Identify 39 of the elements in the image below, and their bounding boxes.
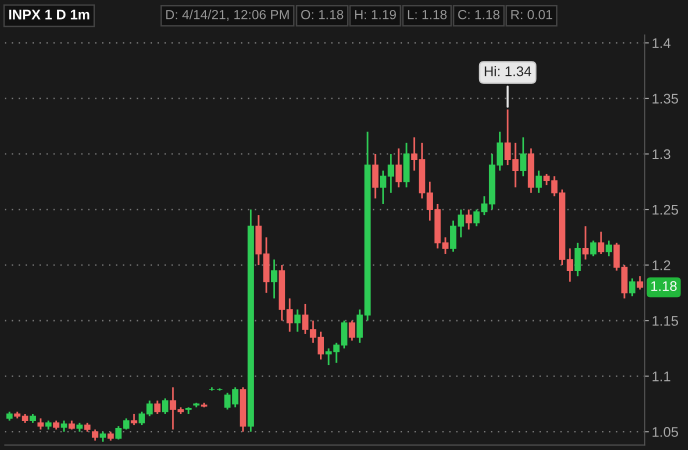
candlestick bbox=[629, 278, 636, 298]
candlestick bbox=[37, 418, 44, 430]
annotation: Hi: 1.34 bbox=[484, 66, 532, 76]
text: L: 1.18 bbox=[408, 10, 447, 20]
candlestick bbox=[520, 136, 526, 178]
candlestick bbox=[270, 258, 278, 300]
y-tick-label: 1.15 bbox=[652, 316, 678, 326]
y-tick-label: 1.4 bbox=[652, 38, 670, 48]
candlestick bbox=[130, 413, 138, 426]
candlestick bbox=[162, 398, 168, 415]
candlestick bbox=[92, 428, 98, 442]
text: H: 1.19 bbox=[355, 10, 396, 20]
candlestick bbox=[590, 240, 596, 258]
y-tick-label: 1.1 bbox=[652, 372, 670, 382]
y-tick-label: 1.05 bbox=[652, 427, 678, 437]
candlestick bbox=[636, 275, 644, 290]
text: D: 4/14/21, 12:06 PM bbox=[166, 10, 289, 21]
candlestick bbox=[348, 320, 356, 342]
text: C: 1.18 bbox=[458, 10, 500, 20]
candlestick bbox=[466, 208, 472, 230]
y-tick-label: 1.2 bbox=[652, 260, 670, 270]
candlestick bbox=[582, 225, 589, 260]
candlestick bbox=[372, 153, 378, 200]
candlestick bbox=[100, 430, 106, 443]
annotation: 1.18 bbox=[651, 281, 677, 292]
candlestick bbox=[154, 400, 161, 415]
text: R: 0.01 bbox=[511, 10, 552, 20]
candlestick bbox=[574, 242, 581, 278]
y-tick-label: 1.35 bbox=[652, 94, 678, 104]
candlestick bbox=[60, 420, 68, 433]
candlestick bbox=[606, 240, 612, 258]
text: O: 1.18 bbox=[301, 10, 344, 20]
y-tick-label: 1.3 bbox=[652, 149, 670, 160]
candlestick bbox=[598, 230, 604, 255]
chart-title: INPX 1 D 1m bbox=[9, 10, 90, 20]
candlestick bbox=[396, 148, 402, 188]
candlestick bbox=[536, 170, 542, 194]
y-tick-label: 1.25 bbox=[652, 204, 678, 215]
candlestick bbox=[294, 308, 301, 333]
